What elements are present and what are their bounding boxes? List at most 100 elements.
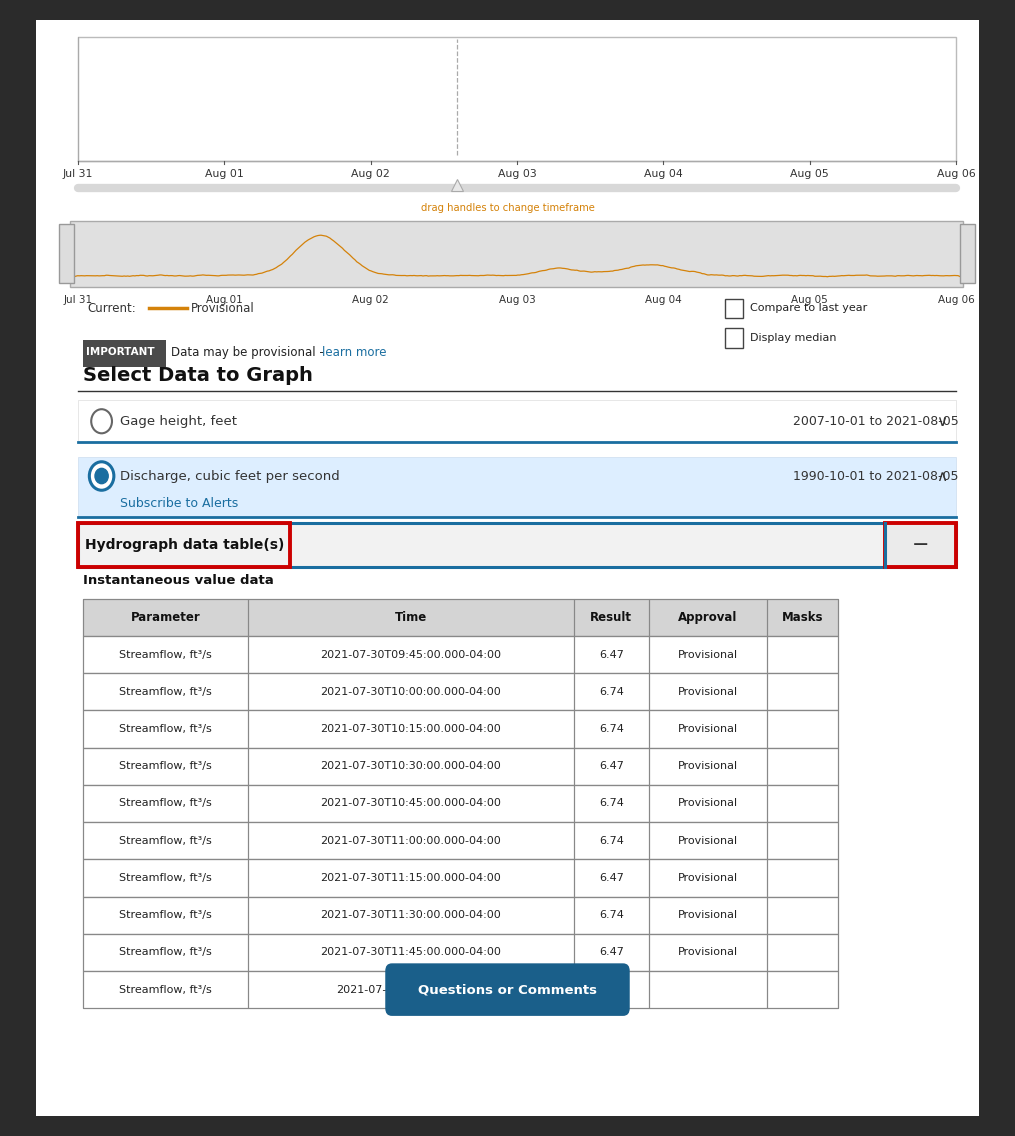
Text: Instantaneous value data: Instantaneous value data bbox=[83, 574, 273, 586]
Bar bbox=[650, 859, 767, 896]
Text: Streamflow, ft³/s: Streamflow, ft³/s bbox=[119, 799, 212, 809]
Text: 1990-10-01 to 2021-08-05: 1990-10-01 to 2021-08-05 bbox=[793, 469, 958, 483]
Bar bbox=[83, 785, 838, 822]
Bar bbox=[83, 934, 838, 971]
Text: Time: Time bbox=[395, 611, 427, 624]
Text: 6.47: 6.47 bbox=[599, 872, 624, 883]
Bar bbox=[83, 710, 838, 747]
Text: Aug 01: Aug 01 bbox=[206, 295, 243, 306]
Bar bbox=[650, 822, 767, 859]
Bar bbox=[248, 859, 573, 896]
Text: 6.74: 6.74 bbox=[599, 687, 624, 696]
Text: Compare to last year: Compare to last year bbox=[750, 303, 868, 314]
Text: Jul 31: Jul 31 bbox=[63, 169, 93, 179]
Text: ∨: ∨ bbox=[936, 414, 947, 428]
Text: Aug 05: Aug 05 bbox=[791, 169, 829, 179]
Text: Provisional: Provisional bbox=[678, 650, 738, 660]
Text: Hydrograph data table(s): Hydrograph data table(s) bbox=[84, 538, 284, 552]
Bar bbox=[83, 971, 838, 1009]
Text: Provisional: Provisional bbox=[678, 910, 738, 920]
Bar bbox=[78, 523, 956, 567]
Text: Provisional: Provisional bbox=[678, 872, 738, 883]
Bar bbox=[725, 299, 743, 318]
Bar bbox=[573, 636, 650, 674]
Text: 2021-07-30T11:00:00.000-04:00: 2021-07-30T11:00:00.000-04:00 bbox=[321, 836, 501, 845]
Bar bbox=[248, 636, 573, 674]
Text: Aug 02: Aug 02 bbox=[351, 169, 390, 179]
Bar bbox=[650, 896, 767, 934]
Bar bbox=[885, 523, 956, 567]
Text: 6.47: 6.47 bbox=[599, 650, 624, 660]
Bar bbox=[767, 822, 838, 859]
Bar bbox=[83, 747, 248, 785]
Bar bbox=[650, 710, 767, 747]
Bar bbox=[83, 896, 838, 934]
Text: 6.74: 6.74 bbox=[599, 799, 624, 809]
Bar bbox=[650, 674, 767, 710]
Text: 2021-07-30T11:45:00.000-04:00: 2021-07-30T11:45:00.000-04:00 bbox=[321, 947, 501, 958]
Bar bbox=[78, 457, 956, 517]
Bar bbox=[767, 674, 838, 710]
Bar bbox=[573, 785, 650, 822]
Bar bbox=[83, 747, 838, 785]
Bar bbox=[83, 785, 248, 822]
Bar bbox=[83, 599, 248, 636]
Bar bbox=[767, 747, 838, 785]
Bar bbox=[83, 674, 248, 710]
Text: Aug 04: Aug 04 bbox=[644, 169, 683, 179]
Bar bbox=[650, 934, 767, 971]
Bar bbox=[248, 785, 573, 822]
Text: Display median: Display median bbox=[750, 333, 836, 343]
Bar bbox=[767, 710, 838, 747]
Text: 2021-07-30T12:00:00.00…: 2021-07-30T12:00:00.00… bbox=[336, 985, 485, 995]
Text: Select Data to Graph: Select Data to Graph bbox=[83, 366, 313, 385]
Bar bbox=[59, 224, 74, 283]
Circle shape bbox=[89, 461, 114, 491]
Bar bbox=[650, 971, 767, 1009]
Text: Streamflow, ft³/s: Streamflow, ft³/s bbox=[119, 836, 212, 845]
Bar bbox=[248, 747, 573, 785]
Bar bbox=[573, 971, 650, 1009]
Text: 6.47: 6.47 bbox=[599, 947, 624, 958]
Bar bbox=[248, 674, 573, 710]
Text: Approval: Approval bbox=[678, 611, 738, 624]
Bar bbox=[248, 934, 573, 971]
Bar bbox=[573, 710, 650, 747]
Text: Questions or Comments: Questions or Comments bbox=[418, 983, 597, 996]
Bar bbox=[573, 896, 650, 934]
Text: 6.47: 6.47 bbox=[599, 761, 624, 771]
Bar bbox=[78, 36, 956, 160]
Bar bbox=[767, 599, 838, 636]
Text: Provisional: Provisional bbox=[678, 947, 738, 958]
Circle shape bbox=[91, 409, 112, 433]
Text: Result: Result bbox=[591, 611, 632, 624]
Text: 2021-07-30T09:45:00.000-04:00: 2021-07-30T09:45:00.000-04:00 bbox=[321, 650, 501, 660]
Text: 2007-10-01 to 2021-08-05: 2007-10-01 to 2021-08-05 bbox=[793, 415, 958, 428]
Text: Aug 03: Aug 03 bbox=[497, 169, 536, 179]
Bar bbox=[83, 674, 838, 710]
Bar bbox=[573, 859, 650, 896]
Text: learn more: learn more bbox=[322, 345, 386, 359]
Text: Provisional: Provisional bbox=[678, 761, 738, 771]
Text: 2021-07-30T10:45:00.000-04:00: 2021-07-30T10:45:00.000-04:00 bbox=[321, 799, 501, 809]
Bar bbox=[78, 401, 956, 442]
Text: 6.74: 6.74 bbox=[599, 724, 624, 734]
Text: Streamflow, ft³/s: Streamflow, ft³/s bbox=[119, 985, 212, 995]
Bar bbox=[573, 674, 650, 710]
Text: Provisional: Provisional bbox=[678, 687, 738, 696]
Bar bbox=[83, 636, 248, 674]
FancyBboxPatch shape bbox=[26, 9, 989, 1127]
Bar bbox=[83, 971, 248, 1009]
Text: Streamflow, ft³/s: Streamflow, ft³/s bbox=[119, 910, 212, 920]
Bar bbox=[767, 934, 838, 971]
Bar bbox=[650, 747, 767, 785]
Text: Current:: Current: bbox=[87, 302, 136, 315]
Bar bbox=[83, 934, 248, 971]
Text: Provisional: Provisional bbox=[678, 799, 738, 809]
Text: 6.74: 6.74 bbox=[599, 836, 624, 845]
Text: IMPORTANT: IMPORTANT bbox=[85, 348, 154, 357]
Bar bbox=[83, 636, 838, 674]
Text: Aug 01: Aug 01 bbox=[205, 169, 244, 179]
Bar bbox=[83, 340, 165, 367]
Bar bbox=[248, 599, 573, 636]
